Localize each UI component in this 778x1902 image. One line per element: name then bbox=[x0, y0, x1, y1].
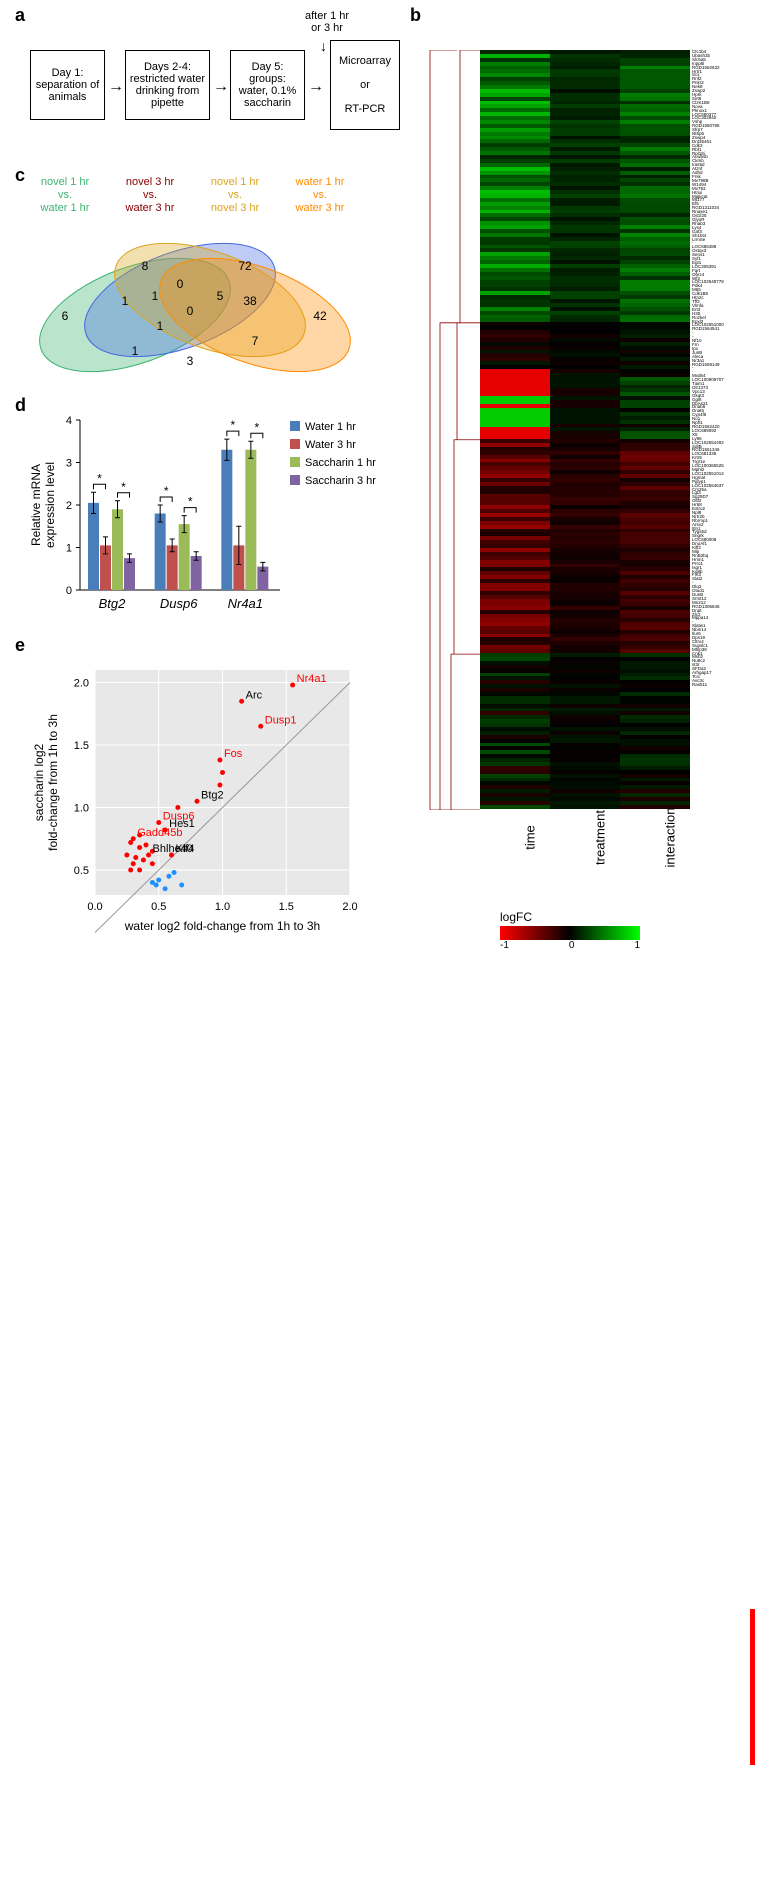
arrow-icon: → bbox=[213, 78, 229, 96]
svg-text:Dusp1: Dusp1 bbox=[265, 714, 297, 726]
svg-text:2.0: 2.0 bbox=[342, 901, 357, 913]
label-e: e bbox=[15, 635, 25, 656]
svg-text:novel 1 hr: novel 1 hr bbox=[211, 176, 260, 188]
svg-text:1: 1 bbox=[122, 294, 129, 308]
arrow-icon: → bbox=[108, 78, 124, 96]
svg-text:3: 3 bbox=[187, 354, 194, 368]
svg-text:novel 3 hr: novel 3 hr bbox=[211, 202, 260, 214]
svg-text:0.5: 0.5 bbox=[74, 865, 89, 877]
svg-text:water 3 hr: water 3 hr bbox=[125, 202, 175, 214]
svg-text:Nr4a1: Nr4a1 bbox=[297, 673, 327, 685]
svg-text:novel 1 hr: novel 1 hr bbox=[41, 176, 90, 188]
flowchart-box: Days 2-4: restricted water drinking from… bbox=[125, 50, 210, 120]
svg-text:water 1 hr: water 1 hr bbox=[295, 176, 345, 188]
svg-text:Arc: Arc bbox=[246, 689, 263, 701]
svg-text:7: 7 bbox=[252, 334, 259, 348]
svg-text:saccharin log2: saccharin log2 bbox=[32, 743, 46, 821]
venn-panel: novel 1 hrvs.water 1 hrnovel 3 hrvs.wate… bbox=[25, 170, 385, 390]
svg-text:water 1 hr: water 1 hr bbox=[40, 202, 90, 214]
down-arrow: ↓ bbox=[320, 38, 327, 54]
gene-labels: Cfc1b4Ubash3bSlc5a5Inpp5lRGD1562632Hrtr1… bbox=[692, 50, 752, 810]
svg-text:42: 42 bbox=[313, 309, 327, 323]
svg-text:1: 1 bbox=[132, 344, 139, 358]
svg-text:1: 1 bbox=[157, 319, 164, 333]
venn-svg: novel 1 hrvs.water 1 hrnovel 3 hrvs.wate… bbox=[25, 170, 385, 390]
svg-text:fold-change from 1h to 3h: fold-change from 1h to 3h bbox=[46, 714, 60, 851]
arrow-icon: → bbox=[308, 78, 324, 96]
svg-text:*: * bbox=[230, 418, 235, 432]
svg-text:Water 1 hr: Water 1 hr bbox=[305, 421, 356, 433]
svg-text:Gadd45b: Gadd45b bbox=[137, 827, 182, 839]
svg-text:1: 1 bbox=[152, 289, 159, 303]
column-labels: timetreatmentinteraction bbox=[480, 815, 690, 860]
svg-text:8: 8 bbox=[142, 259, 149, 273]
scatter-chart: 0.0 0.5 1.0 1.5 2.0 0.5 1.0 1.5 2.0 Nr4a1 Arc Dusp1… bbox=[25, 640, 385, 940]
label-c: c bbox=[15, 165, 25, 186]
svg-text:Klf4: Klf4 bbox=[176, 843, 195, 855]
flowchart-box: Microarray or RT-PCR bbox=[330, 40, 400, 130]
svg-text:1.0: 1.0 bbox=[215, 901, 230, 913]
svg-text:vs.: vs. bbox=[313, 189, 327, 201]
flowchart: after 1 hr or 3 hr ↓ Day 1: separation o… bbox=[30, 10, 410, 150]
svg-text:1.5: 1.5 bbox=[279, 901, 294, 913]
svg-text:*: * bbox=[188, 495, 193, 509]
svg-text:vs.: vs. bbox=[228, 189, 242, 201]
dendrogram bbox=[420, 50, 480, 810]
svg-text:water 3 hr: water 3 hr bbox=[295, 202, 345, 214]
scatter-svg: 0.0 0.5 1.0 1.5 2.0 0.5 1.0 1.5 2.0 Nr4a1 Arc Dusp1… bbox=[25, 640, 385, 940]
svg-text:*: * bbox=[164, 484, 169, 498]
svg-text:Nr4a1: Nr4a1 bbox=[228, 596, 263, 611]
svg-text:Saccharin 3 hr: Saccharin 3 hr bbox=[305, 475, 376, 487]
svg-text:0: 0 bbox=[177, 277, 184, 291]
svg-text:3: 3 bbox=[66, 458, 72, 470]
svg-text:vs.: vs. bbox=[58, 189, 72, 201]
svg-text:72: 72 bbox=[238, 259, 252, 273]
svg-text:expression level: expression level bbox=[43, 462, 57, 548]
svg-text:Btg2: Btg2 bbox=[99, 596, 127, 611]
svg-text:*: * bbox=[97, 471, 102, 485]
heatmap-panel: Cfc1b4Ubash3bSlc5a5Inpp5lRGD1562632Hrtr1… bbox=[420, 10, 770, 930]
svg-text:*: * bbox=[254, 420, 259, 434]
svg-text:2.0: 2.0 bbox=[74, 678, 89, 690]
svg-text:*: * bbox=[121, 480, 126, 494]
svg-text:4: 4 bbox=[66, 415, 72, 427]
svg-text:vs.: vs. bbox=[143, 189, 157, 201]
label-a: a bbox=[15, 5, 25, 26]
logfc-legend: logFC -101 bbox=[500, 910, 680, 951]
svg-text:1.0: 1.0 bbox=[74, 803, 89, 815]
svg-text:Dusp6: Dusp6 bbox=[160, 596, 198, 611]
svg-text:38: 38 bbox=[243, 294, 257, 308]
svg-text:0.5: 0.5 bbox=[151, 901, 166, 913]
svg-text:5: 5 bbox=[217, 289, 224, 303]
svg-text:1: 1 bbox=[66, 543, 72, 555]
svg-text:0: 0 bbox=[66, 585, 72, 597]
svg-text:Fos: Fos bbox=[224, 748, 243, 760]
svg-text:2: 2 bbox=[66, 500, 72, 512]
svg-text:Saccharin 1 hr: Saccharin 1 hr bbox=[305, 457, 376, 469]
highlight-bar bbox=[750, 1609, 755, 1765]
svg-text:Relative mRNA: Relative mRNA bbox=[29, 464, 43, 546]
svg-text:Btg2: Btg2 bbox=[201, 789, 224, 801]
flowchart-box: Day 1: separation of animals bbox=[30, 50, 105, 120]
svg-text:novel 3 hr: novel 3 hr bbox=[126, 176, 175, 188]
svg-text:6: 6 bbox=[62, 309, 69, 323]
svg-text:0.0: 0.0 bbox=[87, 901, 102, 913]
svg-text:1.5: 1.5 bbox=[74, 740, 89, 752]
flowchart-toptext: after 1 hr or 3 hr bbox=[305, 10, 349, 34]
flowchart-box: Day 5: groups: water, 0.1% saccharin bbox=[230, 50, 305, 120]
bar-chart: 0 1 2 3 4 Relative mRNAexpression level * * Btg2… bbox=[25, 400, 385, 630]
svg-text:0: 0 bbox=[187, 304, 194, 318]
svg-text:Water 3 hr: Water 3 hr bbox=[305, 439, 356, 451]
svg-text:water log2 fold-change from 1h: water log2 fold-change from 1h to 3h bbox=[124, 919, 320, 933]
bar-svg: 0 1 2 3 4 Relative mRNAexpression level * * Btg2… bbox=[25, 400, 385, 630]
heatmap-grid bbox=[480, 50, 690, 810]
